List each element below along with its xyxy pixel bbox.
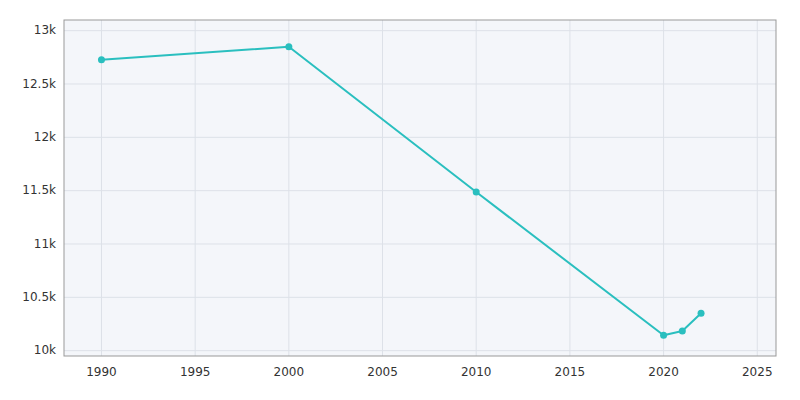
x-tick-label: 2015 <box>555 365 586 379</box>
plot-area <box>64 20 776 356</box>
marker <box>473 189 480 196</box>
y-tick-label: 10.5k <box>22 290 56 304</box>
y-tick-label: 10k <box>34 343 56 357</box>
y-grid-line <box>64 137 776 138</box>
marker <box>660 332 667 339</box>
marker <box>698 310 705 317</box>
x-tick-label: 1995 <box>180 365 211 379</box>
x-grid-line <box>382 20 383 356</box>
x-tick-label: 2025 <box>742 365 773 379</box>
grid <box>64 20 776 356</box>
y-grid-line <box>64 297 776 298</box>
marker <box>285 43 292 50</box>
y-grid-line <box>64 84 776 85</box>
y-grid-line <box>64 190 776 191</box>
y-tick-label: 12.5k <box>22 77 56 91</box>
y-tick-label: 13k <box>34 23 56 37</box>
x-grid-line <box>569 20 570 356</box>
x-tick-label: 2005 <box>367 365 398 379</box>
y-grid-line <box>64 30 776 31</box>
x-grid-line <box>476 20 477 356</box>
y-tick-label: 11k <box>34 237 56 251</box>
x-tick-label: 1990 <box>86 365 117 379</box>
tick-labels: 10k 10.5k 11k 11.5k 12k 12.5k 13k 1990 1995 2000 2… <box>22 23 772 379</box>
x-grid-line <box>288 20 289 356</box>
x-grid-line <box>195 20 196 356</box>
y-tick-label: 11.5k <box>22 183 56 197</box>
y-tick-label: 12k <box>34 130 56 144</box>
plot-frame <box>64 20 776 356</box>
x-tick-label: 2000 <box>274 365 305 379</box>
marker <box>98 56 105 63</box>
y-grid-line <box>64 244 776 245</box>
x-grid-line <box>757 20 758 356</box>
x-tick-label: 2010 <box>461 365 492 379</box>
y-grid-line <box>64 350 776 351</box>
x-tick-label: 2020 <box>648 365 679 379</box>
data <box>98 43 705 338</box>
marker <box>679 327 686 334</box>
x-grid-line <box>663 20 664 356</box>
chart: 10k 10.5k 11k 11.5k 12k 12.5k 13k 1990 1995 2000 2… <box>0 0 800 400</box>
line <box>101 47 701 335</box>
x-grid-line <box>101 20 102 356</box>
chart-container: 10k 10.5k 11k 11.5k 12k 12.5k 13k 1990 1995 2000 2… <box>0 0 800 400</box>
